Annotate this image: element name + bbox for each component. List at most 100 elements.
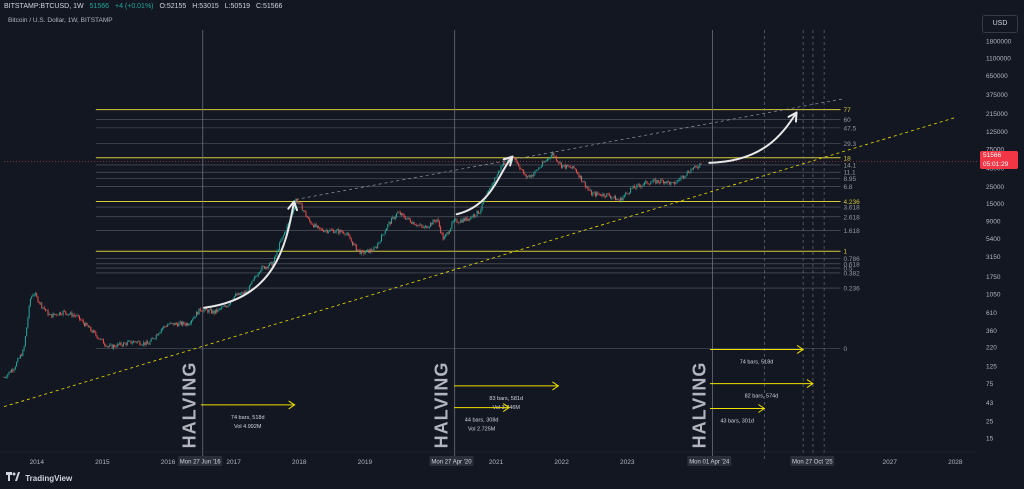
- candle-body: [149, 341, 151, 345]
- date-range-arrowhead: [796, 345, 805, 354]
- date-ranges: 74 bars, 518d Vol 4.992M 83 bars, 581d Vol …: [200, 345, 814, 433]
- candle-body: [445, 234, 447, 237]
- candle-body: [538, 168, 540, 170]
- candle-body: [96, 335, 98, 339]
- candle-body: [281, 237, 283, 241]
- candle-body: [222, 306, 224, 308]
- candle-body: [343, 232, 345, 234]
- candle-body: [206, 307, 208, 310]
- price-axis[interactable]: 15 25 43 75 125 220 360 610 1050 1750 3150 5400 9000…: [986, 39, 1012, 443]
- fib-label: 14.1: [844, 162, 857, 169]
- date-range-arrowhead: [806, 379, 814, 389]
- candle-body: [568, 166, 570, 168]
- candle-body: [622, 196, 624, 201]
- candle-body: [682, 175, 684, 178]
- candle-body: [470, 216, 472, 220]
- candle-body: [690, 168, 692, 173]
- candle-body: [535, 170, 537, 171]
- candle-body: [671, 182, 673, 183]
- candle-body: [684, 176, 686, 178]
- candle-body: [496, 174, 498, 178]
- candle-body: [370, 249, 372, 252]
- candle-body: [559, 162, 561, 164]
- candle-body: [72, 315, 74, 317]
- fib-label: 47.5: [844, 125, 857, 132]
- curve-arrow-head: [787, 111, 798, 123]
- candle-body: [252, 279, 254, 282]
- y-tick-label: 15000: [986, 201, 1004, 208]
- candle-body: [570, 167, 572, 169]
- candle-body: [203, 309, 205, 312]
- ohlc-high: H:53015: [192, 3, 219, 10]
- candle-body: [491, 183, 493, 188]
- y-tick-label: 375000: [986, 92, 1008, 99]
- candle-body: [467, 218, 469, 221]
- candle-body: [372, 251, 374, 252]
- tradingview-brand[interactable]: TradingView: [25, 474, 73, 483]
- candle-body: [265, 266, 267, 269]
- candle-body: [515, 159, 517, 162]
- candle-body: [520, 169, 522, 170]
- y-tick-label: 1100000: [986, 55, 1011, 62]
- date-range-label: 83 bars, 581d: [489, 396, 523, 402]
- y-tick-label: 1750: [986, 274, 1001, 281]
- y-tick-label: 360: [986, 328, 997, 335]
- candle-body: [262, 266, 264, 267]
- x-tick-label: 2019: [358, 459, 373, 466]
- x-tick-label: 2021: [489, 459, 504, 466]
- candle-body: [160, 329, 162, 333]
- candle-body: [61, 314, 63, 316]
- candle-body: [221, 307, 223, 309]
- candle-body: [391, 218, 393, 224]
- candle-body: [550, 154, 552, 158]
- candle-body: [565, 164, 567, 169]
- candle-body: [521, 169, 523, 171]
- candle-body: [306, 216, 308, 218]
- chart-subtitle: Bitcoin / U.S. Dollar, 1W, BITSTAMP: [8, 17, 113, 24]
- candle-body: [138, 341, 140, 342]
- candle-body: [402, 213, 404, 215]
- candle-body: [365, 250, 367, 253]
- candle-body: [66, 313, 68, 316]
- candle-body: [389, 222, 391, 224]
- currency-selector[interactable]: USD: [982, 15, 1018, 33]
- candle-body: [36, 293, 38, 297]
- y-tick-label: 125000: [986, 129, 1008, 136]
- candle-body: [329, 229, 331, 232]
- candle-body: [545, 160, 547, 162]
- candle-body: [412, 222, 414, 224]
- candle-body: [578, 174, 580, 178]
- candle-body: [374, 247, 376, 248]
- candle-body: [603, 193, 605, 197]
- candle-body: [213, 310, 215, 314]
- candle-body: [626, 192, 628, 194]
- candle-body: [480, 209, 482, 214]
- candle-body: [442, 232, 444, 240]
- candle-body: [50, 314, 52, 315]
- candle-body: [432, 219, 434, 225]
- candle-body: [635, 187, 637, 189]
- candle-body: [416, 225, 418, 226]
- candle-body: [694, 165, 696, 168]
- candle-body: [662, 180, 664, 184]
- candle-body: [341, 231, 343, 233]
- symbol-label[interactable]: BITSTAMP:BTCUSD, 1W: [4, 3, 84, 10]
- candle-body: [75, 315, 77, 317]
- candle-body: [187, 323, 189, 326]
- candle-body: [185, 323, 187, 326]
- candle-body: [696, 167, 698, 168]
- time-axis[interactable]: 2014 2015 2016 2017 2018 2019 2021 2022 2023 2027…: [0, 451, 975, 466]
- y-tick-label: 75000: [986, 147, 1004, 154]
- candle-body: [534, 170, 536, 174]
- candle-body: [348, 233, 350, 236]
- candle-body: [518, 163, 520, 167]
- candle-body: [357, 249, 359, 251]
- candle-body: [495, 177, 497, 179]
- candle-body: [285, 231, 287, 233]
- candle-body: [82, 320, 84, 324]
- candle-body: [456, 219, 458, 223]
- candle-body: [695, 165, 697, 168]
- candle-body: [325, 230, 327, 231]
- tradingview-logo-icon[interactable]: [6, 469, 20, 489]
